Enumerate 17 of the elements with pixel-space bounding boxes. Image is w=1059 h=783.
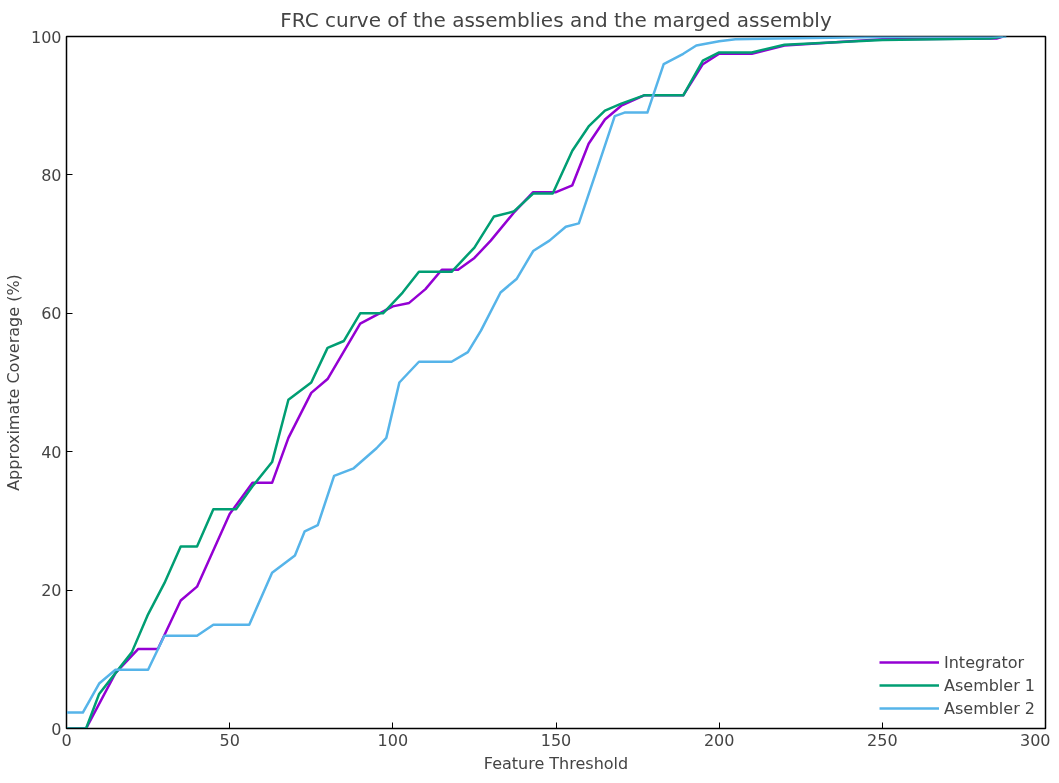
legend-label: Asembler 2	[944, 698, 1035, 718]
legend-label: Integrator	[944, 652, 1025, 672]
x-tick-label: 100	[377, 730, 409, 750]
chart-title: FRC curve of the assemblies and the marged assembly	[280, 7, 832, 32]
y-tick-label: 60	[41, 304, 62, 324]
y-tick-label: 20	[41, 581, 62, 601]
x-axis-title: Feature Threshold	[483, 753, 629, 773]
x-tick-label: 50	[219, 730, 240, 750]
y-tick-label: 80	[41, 165, 62, 185]
legend-label: Asembler 1	[944, 675, 1035, 695]
y-axis-title: Approximate Coverage (%)	[3, 274, 23, 491]
x-tick-label: 250	[867, 730, 898, 750]
x-tick-label: 300	[1019, 730, 1051, 750]
x-tick-label: 150	[540, 730, 572, 750]
x-tick-label: 200	[703, 730, 735, 750]
y-tick-label: 40	[41, 442, 62, 462]
y-tick-label: 100	[30, 27, 62, 47]
